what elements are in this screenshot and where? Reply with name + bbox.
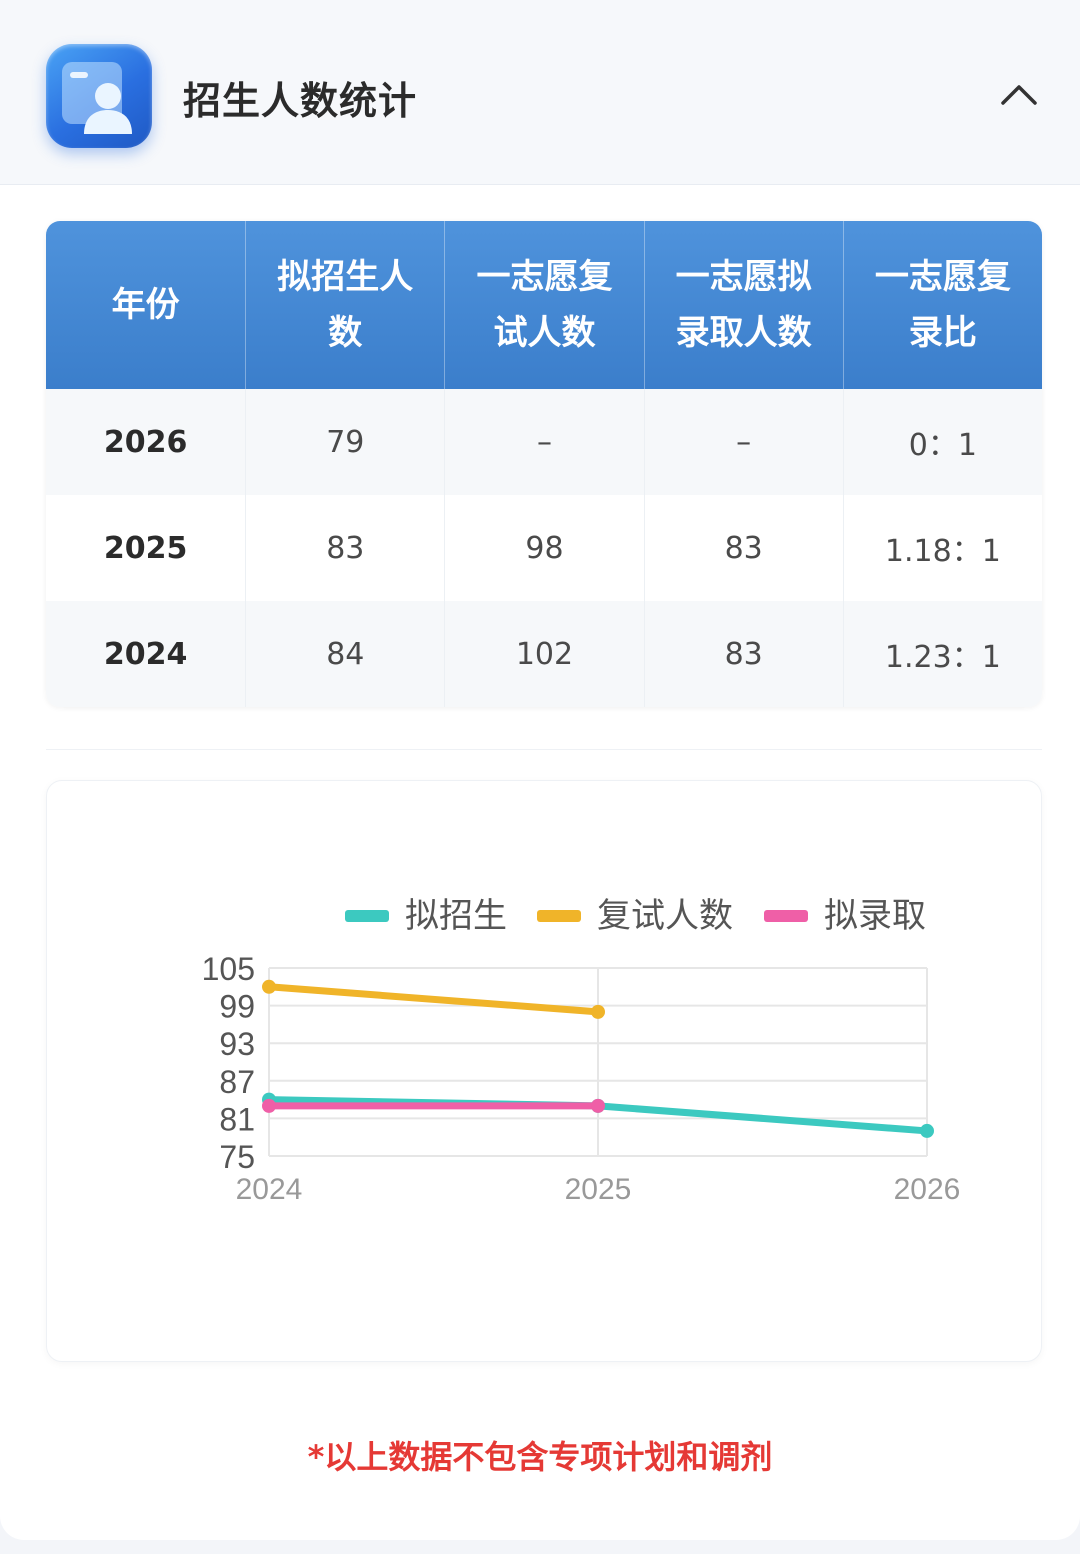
card-header[interactable]: 招生人数统计: [0, 0, 1080, 185]
cell-planned: 83: [245, 495, 445, 601]
cell-year: 2024: [46, 601, 246, 707]
section-divider: [46, 749, 1042, 750]
cell-planned: 84: [245, 601, 445, 707]
data-point: [262, 979, 276, 994]
data-point: [591, 1098, 605, 1113]
cell-ratio: 1.18：1: [842, 495, 1042, 601]
data-point: [920, 1123, 934, 1138]
cell-admitted: –: [643, 389, 843, 495]
cell-admitted: 83: [643, 495, 843, 601]
legend-swatch: [345, 910, 389, 922]
table-row: 2024 84 102 83 1.23：1: [46, 601, 1042, 707]
table-header-row: 年份 拟招生人数 一志愿复 试人数 一志愿拟 录取人数 一志愿复 录比: [46, 221, 1042, 389]
y-tick-label: 75: [219, 1139, 255, 1175]
legend-label: 拟录取: [824, 896, 926, 936]
enrollment-table: 年份 拟招生人数 一志愿复 试人数 一志愿拟 录取人数 一志愿复 录比 2026 79…: [46, 221, 1042, 707]
legend-swatch: [537, 910, 581, 922]
y-tick-label: 93: [219, 1026, 255, 1062]
cell-year: 2025: [46, 495, 246, 601]
cell-year: 2026: [46, 389, 246, 495]
col-header-admitted: 一志愿拟 录取人数: [643, 221, 843, 389]
cell-retest: 98: [444, 495, 644, 601]
y-tick-label: 99: [219, 989, 255, 1025]
y-tick-label: 105: [202, 951, 255, 987]
cell-retest: 102: [444, 601, 644, 707]
legend-label: 复试人数: [597, 896, 733, 936]
cell-ratio: 1.23：1: [842, 601, 1042, 707]
table-row: 2025 83 98 83 1.18：1: [46, 495, 1042, 601]
profile-card-icon: [46, 44, 152, 148]
col-header-year: 年份: [46, 221, 246, 389]
cell-planned: 79: [245, 389, 445, 495]
data-point: [591, 1004, 605, 1019]
y-tick-label: 87: [219, 1064, 255, 1100]
cell-admitted: 83: [643, 601, 843, 707]
col-header-planned: 拟招生人数: [245, 221, 445, 389]
legend-swatch: [764, 910, 808, 922]
footnote: *以上数据不包含专项计划和调剂: [307, 1438, 773, 1476]
series-line: [265, 983, 602, 1016]
col-header-retest: 一志愿复 试人数: [444, 221, 644, 389]
col-header-ratio: 一志愿复 录比: [842, 221, 1042, 389]
page-title: 招生人数统计: [183, 79, 418, 123]
y-tick-label: 81: [219, 1101, 255, 1137]
table-row: 2026 79 – – 0：1: [46, 389, 1042, 495]
chevron-up-icon[interactable]: [995, 75, 1043, 115]
x-tick-label: 2026: [894, 1173, 961, 1206]
cell-ratio: 0：1: [842, 389, 1042, 495]
x-tick-label: 2024: [236, 1173, 303, 1206]
trend-chart-card: 105 99 93 87 81 75 2024 2025 2026 拟招生 复试人数 拟录取: [46, 780, 1042, 1362]
x-tick-label: 2025: [565, 1173, 632, 1206]
cell-retest: –: [444, 389, 644, 495]
data-point: [262, 1098, 276, 1113]
legend-label: 拟招生: [405, 896, 507, 936]
